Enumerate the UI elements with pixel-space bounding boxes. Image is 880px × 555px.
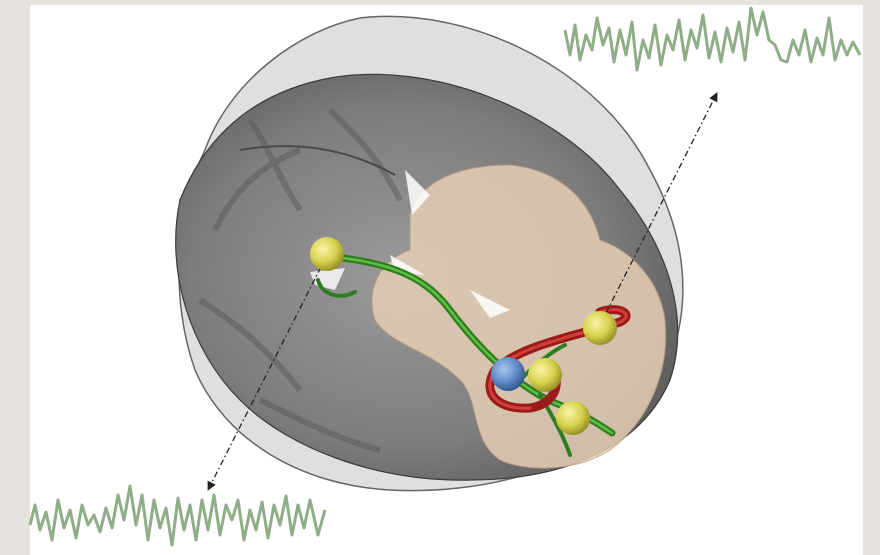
electrode [583, 311, 617, 345]
electrode [310, 237, 344, 271]
page: (() => { const data = JSON.parse(documen… [0, 0, 880, 555]
seed-point [491, 357, 525, 391]
electrode [528, 358, 562, 392]
electrode [556, 401, 590, 435]
illustration [0, 0, 880, 555]
